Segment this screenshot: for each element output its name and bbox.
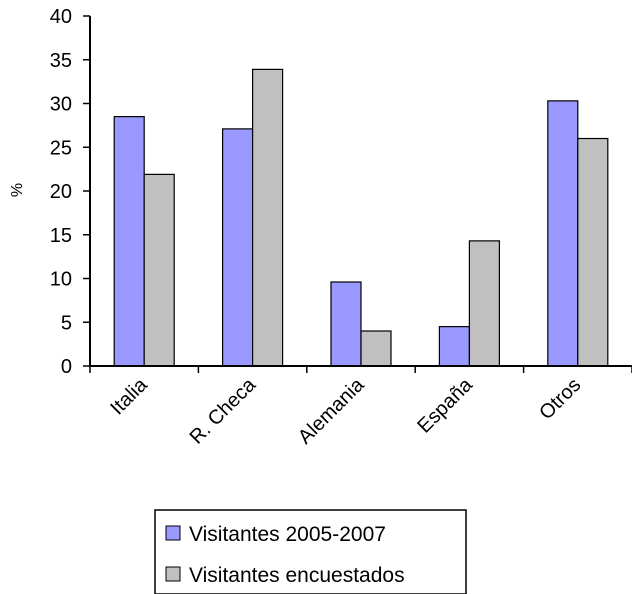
- y-tick-label: 15: [50, 225, 72, 247]
- legend-box: [154, 509, 467, 594]
- category-label: Italia: [106, 373, 152, 419]
- category-labels: Italia R. Checa Alemania España Otros: [106, 373, 585, 448]
- bar-series-2-otros: [577, 137, 609, 367]
- bar-series-2-espa-a: [468, 240, 500, 367]
- legend-swatch-series-2: [165, 566, 181, 582]
- y-ticks: 0 5 10 15 20 25 30 35 40: [50, 6, 90, 378]
- y-tick-label: 30: [50, 94, 72, 116]
- bar-series-2-alemania: [360, 330, 392, 367]
- bar-series-1-espa-a: [438, 326, 470, 367]
- category-label: Alemania: [294, 373, 369, 448]
- category-label: Otros: [535, 374, 585, 424]
- category-label: R. Checa: [186, 373, 261, 448]
- legend: Visitantes 2005-2007 Visitantes encuesta…: [154, 509, 467, 594]
- legend-swatch-series-1: [165, 525, 181, 541]
- legend-label-series-2: Visitantes encuestados: [189, 564, 405, 587]
- bar-series-1-alemania: [330, 281, 362, 367]
- y-tick-label: 25: [50, 137, 72, 159]
- x-axis: Italia R. Checa Alemania España Otros: [89, 365, 632, 449]
- y-tick-label: 20: [50, 181, 72, 203]
- y-tick-label: 40: [50, 6, 72, 28]
- y-axis: 0 5 10 15 20 25 30 35 40: [50, 6, 91, 378]
- y-tick-label: 10: [50, 269, 72, 291]
- bars: [113, 68, 609, 367]
- y-tick-label: 35: [50, 50, 72, 72]
- category-label: España: [413, 373, 477, 437]
- bar-series-1-otros: [547, 100, 579, 367]
- y-tick-label: 5: [61, 312, 72, 334]
- bar-series-1-italia: [113, 116, 145, 367]
- legend-label-series-1: Visitantes 2005-2007: [189, 523, 386, 546]
- bar-series-2-r-checa: [252, 68, 284, 367]
- x-ticks: [89, 366, 632, 373]
- y-axis-title: %: [9, 183, 26, 197]
- bar-series-1-r-checa: [222, 128, 254, 367]
- y-tick-label: 0: [61, 356, 72, 378]
- bar-series-2-italia: [143, 173, 175, 367]
